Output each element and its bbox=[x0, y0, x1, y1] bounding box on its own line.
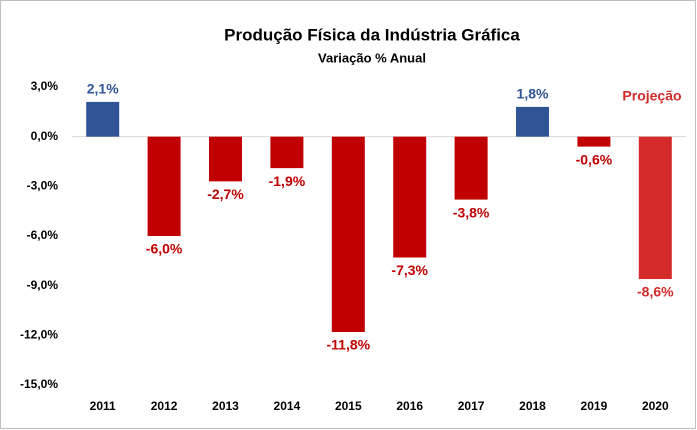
bar bbox=[331, 136, 365, 333]
chart-subtitle: Variação % Anual bbox=[318, 50, 426, 65]
bar bbox=[270, 136, 304, 169]
value-label: -0,6% bbox=[576, 151, 613, 167]
x-tick-label: 2013 bbox=[212, 399, 239, 413]
annotation: Projeção bbox=[622, 88, 681, 104]
y-tick-label: -6,0% bbox=[27, 228, 59, 242]
x-tick-label: 2017 bbox=[458, 399, 485, 413]
bar bbox=[454, 136, 488, 200]
bar bbox=[638, 136, 672, 280]
value-label: 2,1% bbox=[87, 81, 119, 97]
bar bbox=[209, 136, 242, 182]
value-label: -2,7% bbox=[207, 186, 244, 202]
y-tick-label: 0,0% bbox=[31, 129, 59, 143]
x-tick-label: 2016 bbox=[396, 399, 423, 413]
y-tick-label: -15,0% bbox=[20, 377, 58, 391]
y-tick-label: -9,0% bbox=[27, 278, 59, 292]
x-tick-label: 2014 bbox=[274, 399, 301, 413]
x-tick-label: 2018 bbox=[519, 399, 546, 413]
bar bbox=[516, 106, 549, 137]
value-label: -7,3% bbox=[391, 262, 428, 278]
x-tick-label: 2020 bbox=[642, 399, 669, 413]
value-label: -1,9% bbox=[269, 173, 306, 189]
x-tick-label: 2019 bbox=[581, 399, 608, 413]
bar bbox=[147, 136, 181, 236]
chart-title: Produção Física da Indústria Gráfica bbox=[224, 25, 520, 44]
value-label: 1,8% bbox=[517, 86, 549, 102]
y-tick-label: -12,0% bbox=[20, 328, 58, 342]
bar bbox=[393, 136, 427, 258]
bar bbox=[577, 136, 611, 147]
y-tick-label: 3,0% bbox=[31, 79, 59, 93]
y-tick-label: -3,0% bbox=[27, 179, 59, 193]
x-tick-label: 2015 bbox=[335, 399, 362, 413]
value-label: -6,0% bbox=[146, 241, 183, 257]
value-label: -3,8% bbox=[453, 204, 490, 220]
value-label: -11,8% bbox=[327, 337, 371, 353]
value-label: -8,6% bbox=[637, 284, 674, 300]
x-tick-label: 2011 bbox=[90, 399, 116, 413]
bar bbox=[86, 101, 120, 137]
x-tick-label: 2012 bbox=[151, 399, 178, 413]
